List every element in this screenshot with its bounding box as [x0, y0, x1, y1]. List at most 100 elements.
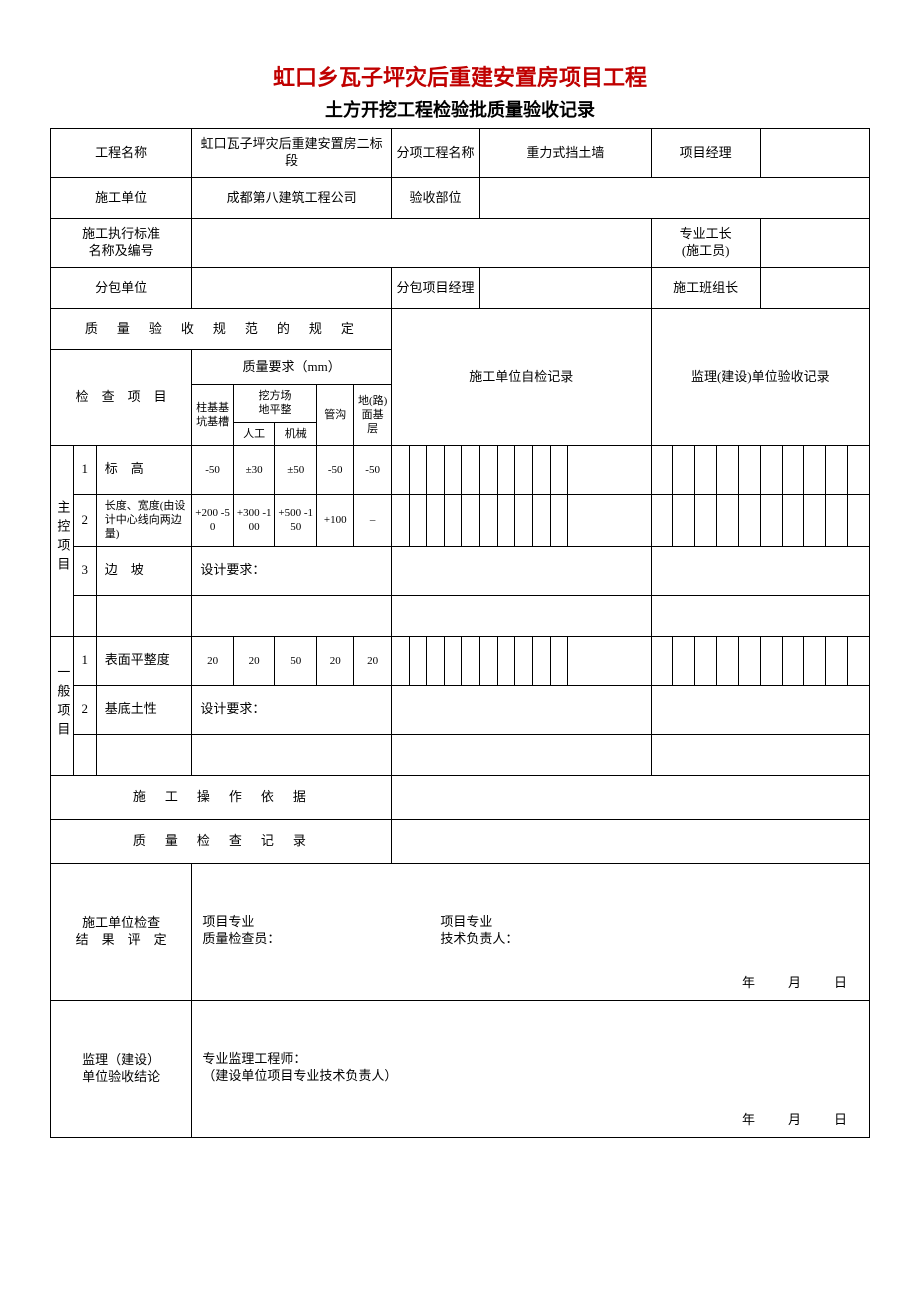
- row-gen-2: 2 基底土性 设计要求：: [51, 685, 870, 734]
- cell-empty: [391, 494, 409, 546]
- sig-supervise-concl: 专业监理工程师：（建设单位项目专业技术负责人） 年 月 日: [192, 1000, 870, 1137]
- col-quality-req: 质量要求（mm）: [192, 350, 392, 385]
- cell-empty: [717, 445, 739, 494]
- cell-empty: [533, 636, 551, 685]
- cell-empty: [391, 685, 651, 734]
- label-unit-check: 施工单位检查结 果 评 定: [51, 863, 192, 1000]
- row-main-2: 2 长度、宽度(由设计中心线向两边量) +200 -50 +300 -100 +…: [51, 494, 870, 546]
- value-team-leader: [760, 268, 869, 309]
- cell-empty: [673, 494, 695, 546]
- cell-empty: [804, 636, 826, 685]
- cell-empty: [497, 494, 515, 546]
- cell-empty: [695, 636, 717, 685]
- cell-empty: [427, 445, 445, 494]
- cell-val: +500 -150: [275, 494, 317, 546]
- row-standard: 施工执行标准名称及编号 专业工长(施工员): [51, 219, 870, 268]
- row-main-3: 3 边 坡 设计要求：: [51, 546, 870, 595]
- label-qc-record: 质 量 检 查 记 录: [51, 819, 392, 863]
- cell-no: 2: [73, 494, 96, 546]
- col-pile: 柱基基坑基槽: [192, 385, 234, 446]
- group-main: 主控项目: [51, 445, 74, 636]
- value-accept-loc: [480, 178, 870, 219]
- cell-val: 50: [275, 636, 317, 685]
- cell-empty: [673, 445, 695, 494]
- cell-empty: [444, 494, 462, 546]
- cell-val: +300 -100: [233, 494, 275, 546]
- row-subcontractor: 分包单位 分包项目经理 施工班组长: [51, 268, 870, 309]
- label-standard: 施工执行标准名称及编号: [51, 219, 192, 268]
- cell-empty: [848, 445, 870, 494]
- cell-empty: [550, 445, 568, 494]
- cell-empty: [515, 494, 533, 546]
- value-pm: [760, 129, 869, 178]
- cell-empty: [96, 734, 192, 775]
- cell-empty: [409, 636, 427, 685]
- value-foreman: [760, 219, 869, 268]
- cell-empty: [515, 445, 533, 494]
- label-sub-project: 分项工程名称: [391, 129, 479, 178]
- cell-empty: [568, 636, 651, 685]
- inspection-form: 工程名称 虹口瓦子坪灾后重建安置房二标段 分项工程名称 重力式挡土墙 项目经理 …: [50, 128, 870, 1138]
- cell-empty: [550, 494, 568, 546]
- row-project: 工程名称 虹口瓦子坪灾后重建安置房二标段 分项工程名称 重力式挡土墙 项目经理: [51, 129, 870, 178]
- col-manual: 人工: [233, 422, 275, 445]
- cell-val: -50: [192, 445, 234, 494]
- row-qc-record: 质 量 检 查 记 录: [51, 819, 870, 863]
- label-subcon: 分包单位: [51, 268, 192, 309]
- cell-empty: [427, 636, 445, 685]
- row-gen-3: [51, 734, 870, 775]
- cell-val: 20: [192, 636, 234, 685]
- cell-val: 20: [354, 636, 391, 685]
- col-pipe: 管沟: [317, 385, 354, 446]
- row-supervise-concl: 监理（建设）单位验收结论 专业监理工程师：（建设单位项目专业技术负责人） 年 月…: [51, 1000, 870, 1137]
- cell-empty: [462, 445, 480, 494]
- cell-empty: [533, 445, 551, 494]
- label-team-leader: 施工班组长: [651, 268, 760, 309]
- cell-empty: [826, 636, 848, 685]
- label-op-basis: 施 工 操 作 依 据: [51, 775, 392, 819]
- cell-no: 1: [73, 445, 96, 494]
- value-standard: [192, 219, 651, 268]
- cell-empty: [462, 636, 480, 685]
- cell-empty: [738, 494, 760, 546]
- row-main-1: 主控项目 1 标 高 -50 ±30 ±50 -50 -50: [51, 445, 870, 494]
- cell-empty: [651, 685, 869, 734]
- value-sub-project: 重力式挡土墙: [480, 129, 651, 178]
- col-road: 地(路)面基层: [354, 385, 391, 446]
- cell-empty: [409, 445, 427, 494]
- value-project-name: 虹口瓦子坪灾后重建安置房二标段: [192, 129, 392, 178]
- cell-no: 1: [73, 636, 96, 685]
- cell-empty: [391, 595, 651, 636]
- cell-empty: [480, 494, 498, 546]
- group-general: 一般项目: [51, 636, 74, 775]
- cell-name: 表面平整度: [96, 636, 192, 685]
- cell-empty: [651, 445, 673, 494]
- sig-unit-check: 项目专业质量检查员： 项目专业技术负责人： 年 月 日: [192, 863, 870, 1000]
- col-machine: 机械: [275, 422, 317, 445]
- cell-empty: [391, 546, 651, 595]
- cell-empty: [73, 734, 96, 775]
- cell-empty: [651, 595, 869, 636]
- cell-val: -50: [354, 445, 391, 494]
- cell-empty: [760, 445, 782, 494]
- cell-empty: [738, 636, 760, 685]
- cell-empty: [651, 636, 673, 685]
- cell-empty: [826, 494, 848, 546]
- cell-val: ±50: [275, 445, 317, 494]
- label-foreman: 专业工长(施工员): [651, 219, 760, 268]
- cell-req: 设计要求：: [192, 546, 392, 595]
- cell-empty: [480, 636, 498, 685]
- cell-empty: [391, 734, 651, 775]
- cell-empty: [409, 494, 427, 546]
- cell-name: 长度、宽度(由设计中心线向两边量): [96, 494, 192, 546]
- cell-empty: [782, 636, 804, 685]
- cell-val: -50: [317, 445, 354, 494]
- cell-empty: [695, 494, 717, 546]
- label-pm: 项目经理: [651, 129, 760, 178]
- cell-empty: [651, 734, 869, 775]
- value-qc-record: [391, 819, 869, 863]
- cell-empty: [695, 445, 717, 494]
- cell-empty: [804, 445, 826, 494]
- row-unit-check: 施工单位检查结 果 评 定 项目专业质量检查员： 项目专业技术负责人： 年 月 …: [51, 863, 870, 1000]
- row-construction-unit: 施工单位 成都第八建筑工程公司 验收部位: [51, 178, 870, 219]
